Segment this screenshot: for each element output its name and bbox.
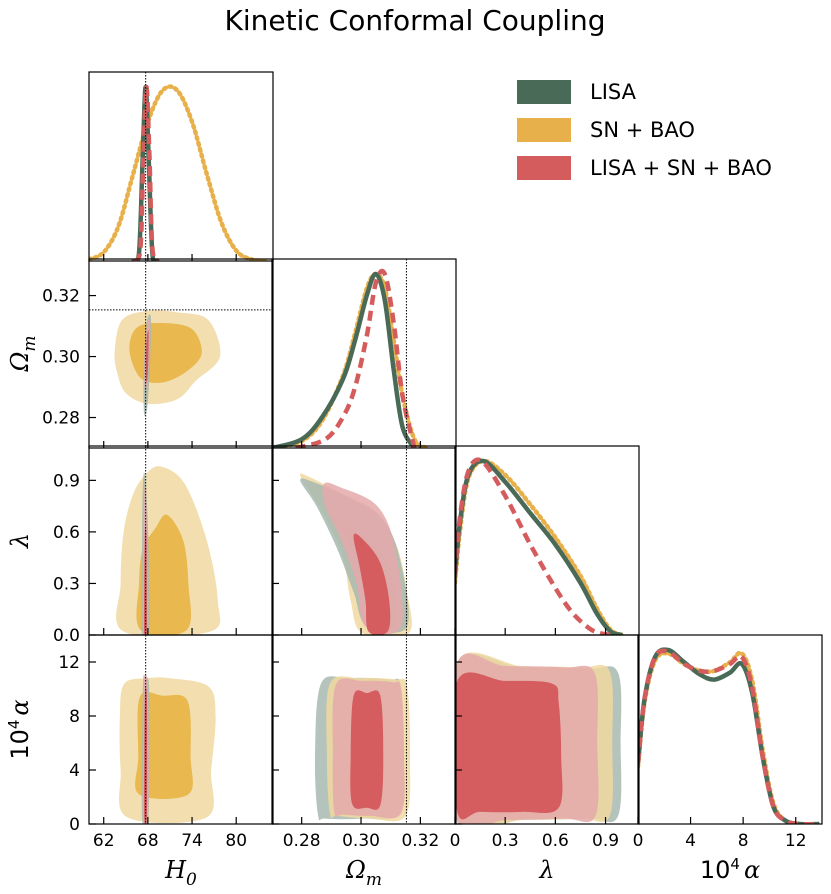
svg-text:Ωm: Ωm	[345, 856, 382, 890]
x-tick-label-alpha: 12	[785, 831, 807, 851]
legend-swatch-lisa	[517, 80, 571, 104]
y-tick-label-om: 0.32	[42, 287, 80, 307]
contour-lisa-sn-bao-inner-h0-om	[145, 330, 149, 383]
legend-swatch-sn-bao	[517, 118, 571, 142]
y-axis-label-lambda: λ	[6, 533, 34, 549]
x-tick-label-h0: 80	[225, 831, 247, 851]
x-axis-label-om: Ωm	[345, 856, 382, 890]
y-tick-label-lambda: 0.0	[53, 626, 80, 646]
y-tick-label-om: 0.28	[42, 409, 80, 429]
y-tick-label-alpha: 12	[58, 653, 80, 673]
marginal-lisa-sn-bao-h0	[132, 84, 160, 261]
y-tick-label-lambda: 0.9	[53, 471, 80, 491]
legend-swatch-lisa-sn-bao	[517, 156, 571, 180]
svg-text:λ: λ	[6, 533, 34, 549]
panel-frame-h0-h0	[88, 71, 274, 262]
marginal-lisa-sn-bao-alpha	[638, 648, 820, 824]
marginal-lisa-sn-bao-lambda	[455, 457, 615, 635]
marginal-sn-bao-lambda	[455, 458, 625, 635]
x-axis-label-alpha: 104 α	[700, 855, 760, 884]
x-tick-label-lambda: 0.9	[592, 831, 619, 851]
svg-text:H0: H0	[164, 856, 197, 890]
x-tick-label-lambda: 0	[450, 831, 461, 851]
marginal-lisa-om	[272, 271, 417, 448]
contour-lisa-sn-bao-inner-lambda-alpha	[455, 672, 563, 820]
y-tick-label-om: 0.30	[42, 348, 80, 368]
panel-frame-lambda-lambda	[454, 445, 640, 636]
chart-title: Kinetic Conformal Coupling	[225, 4, 606, 37]
marginal-lisa-sn-bao-om	[295, 268, 417, 448]
x-tick-label-om: 0.28	[283, 831, 321, 851]
panel-frame-om-alpha	[271, 634, 457, 825]
x-tick-label-alpha: 0	[633, 831, 644, 851]
svg-text:Ωm: Ωm	[6, 335, 40, 372]
panel-frame-h0-om	[88, 258, 274, 449]
x-tick-label-lambda: 0.3	[492, 831, 519, 851]
panel-frame-lambda-alpha	[454, 634, 640, 825]
x-tick-label-om: 0.30	[342, 831, 380, 851]
legend-label-sn-bao: SN + BAO	[590, 118, 695, 142]
x-tick-label-alpha: 4	[685, 831, 696, 851]
x-tick-label-om: 0.32	[401, 831, 439, 851]
x-tick-label-h0: 74	[181, 831, 203, 851]
panel-frame-alpha-alpha	[637, 634, 823, 825]
contour-lisa-sn-bao-inner-om-lambda	[353, 533, 391, 635]
panel-frame-om-om	[271, 258, 457, 449]
svg-text:λ: λ	[538, 856, 554, 884]
marginal-sn-bao-h0	[89, 84, 268, 261]
y-tick-label-lambda: 0.3	[53, 574, 80, 594]
legend-label-lisa-sn-bao: LISA + SN + BAO	[590, 156, 772, 180]
svg-text:104α: 104α	[5, 699, 34, 759]
svg-text:104α: 104α	[700, 855, 760, 884]
contour-lisa-sn-bao-inner-om-alpha	[350, 690, 384, 810]
y-tick-label-alpha: 8	[69, 707, 80, 727]
contour-sn-bao-inner-h0-alpha	[135, 692, 193, 800]
x-tick-label-alpha: 8	[738, 831, 749, 851]
y-axis-label-om: Ωm	[6, 335, 40, 372]
y-tick-label-alpha: 0	[69, 815, 80, 835]
x-tick-label-lambda: 0.6	[542, 831, 569, 851]
x-axis-label-lambda: λ	[538, 856, 554, 884]
marginal-lisa-alpha	[638, 647, 820, 824]
legend-label-lisa: LISA	[590, 80, 637, 104]
marginal-sn-bao-alpha	[638, 650, 822, 824]
x-tick-label-h0: 62	[93, 831, 115, 851]
y-tick-label-lambda: 0.6	[53, 523, 80, 543]
y-axis-label-alpha: 104α	[5, 699, 34, 759]
panel-frame-h0-alpha	[88, 634, 274, 825]
y-tick-label-alpha: 4	[69, 761, 80, 781]
contour-sn-bao-inner-h0-lambda	[136, 514, 192, 635]
x-axis-label-h0: H0	[164, 856, 197, 890]
x-tick-label-h0: 68	[137, 831, 159, 851]
